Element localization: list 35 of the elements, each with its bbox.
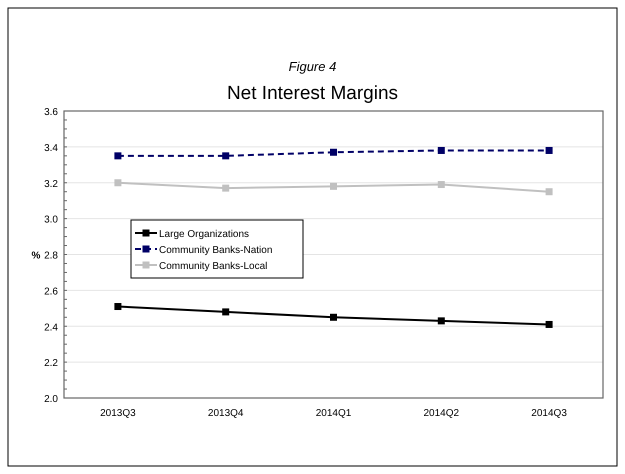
point (114, 179, 122, 186)
y-tick-label: 2.4 (44, 322, 58, 334)
y-tick-label: 2.0 (44, 394, 58, 405)
chart-subtitle: Figure 4 (288, 59, 336, 74)
point (438, 317, 445, 324)
legend-label: Community Banks-Nation (159, 245, 272, 256)
y-tick-label: 3.0 (44, 214, 58, 226)
y-tick-label: 3.4 (44, 142, 58, 154)
point (114, 152, 122, 160)
x-tick-label: 2013Q4 (208, 408, 244, 419)
legend-label: Community Banks-Local (159, 261, 268, 272)
point (546, 146, 553, 154)
point (222, 308, 230, 316)
point (438, 146, 445, 154)
point (222, 184, 230, 192)
point (546, 320, 553, 328)
y-axis-title: % (32, 250, 41, 262)
y-tick-label: 3.6 (44, 107, 58, 118)
point (222, 152, 230, 160)
point (330, 182, 337, 190)
point (114, 303, 122, 310)
x-tick-label: 2014Q2 (424, 408, 460, 419)
x-tick-label: 2014Q3 (531, 408, 568, 419)
point (546, 188, 553, 196)
y-tick-label: 3.2 (44, 178, 58, 190)
x-tick-label: 2014Q1 (316, 408, 352, 419)
legend-label: Large Organizations (159, 229, 250, 240)
y-tick-label: 2.8 (44, 250, 58, 262)
point (330, 314, 337, 321)
point (438, 181, 445, 188)
point (330, 148, 337, 156)
chart-title: Net Interest Margins (226, 83, 398, 104)
y-tick-label: 2.2 (44, 358, 58, 370)
x-tick-label: 2013Q3 (100, 408, 136, 419)
y-tick-label: 2.6 (44, 286, 58, 298)
